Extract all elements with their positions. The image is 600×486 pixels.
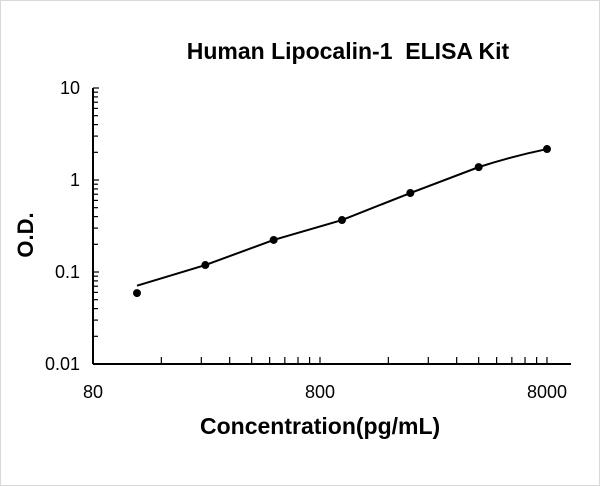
- y-tick-label: 1: [69, 170, 80, 190]
- x-tick-label: 80: [82, 382, 104, 402]
- data-point: [543, 145, 551, 154]
- y-tick-label: 10: [59, 78, 80, 98]
- data-point: [337, 216, 346, 225]
- chart-title: Human Lipocalin-1 ELISA Kit: [186, 38, 510, 64]
- y-tick-label: 0.01: [44, 354, 80, 374]
- data-point: [201, 261, 210, 270]
- data-point: [269, 235, 278, 244]
- y-tick-label: 0.1: [54, 262, 80, 282]
- data-point: [474, 163, 483, 172]
- x-axis-label: Concentration(pg/mL): [200, 413, 441, 439]
- data-point: [406, 189, 415, 198]
- data-point: [132, 289, 141, 298]
- x-tick-label: 800: [304, 382, 336, 402]
- x-tick-label: 8000: [526, 382, 568, 402]
